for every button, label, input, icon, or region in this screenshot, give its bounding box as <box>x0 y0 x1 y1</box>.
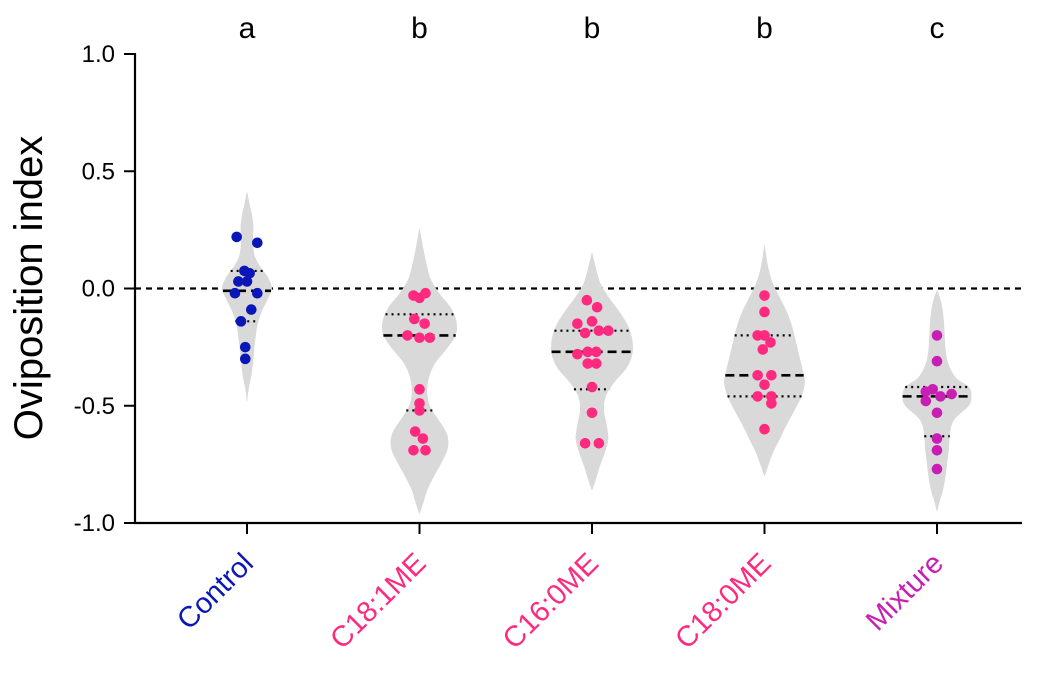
data-point-mixture-7 <box>946 388 957 400</box>
data-point-c16-0me-7 <box>603 325 614 337</box>
x-tick-label-mixture: Mixture <box>860 547 950 637</box>
data-point-c18-0me-1 <box>759 290 770 301</box>
data-point-c18-0me-2 <box>759 306 770 318</box>
data-point-c18-1me-9 <box>414 384 425 395</box>
x-tick-label-c18-0me: C18:0ME <box>669 547 777 655</box>
data-point-c18-0me-5 <box>765 337 776 348</box>
data-point-c16-0me-11 <box>582 358 593 369</box>
data-point-control-8 <box>252 287 263 299</box>
data-point-control-2 <box>252 237 263 249</box>
violin-c18-0me <box>724 244 805 477</box>
x-tick-label-c16-0me: C16:0ME <box>497 547 605 655</box>
data-point-c16-0me-4 <box>586 316 598 327</box>
significance-label-c18-1me: b <box>411 12 428 45</box>
data-point-mixture-8 <box>931 407 943 419</box>
data-point-control-11 <box>239 341 251 353</box>
violin-control <box>222 190 272 402</box>
data-points-layer <box>229 231 957 475</box>
data-point-control-4 <box>244 267 255 279</box>
data-point-mixture-10 <box>931 445 943 456</box>
y-tick-label-0-5: 0.5 <box>82 158 115 185</box>
data-point-mixture-4 <box>920 386 932 397</box>
data-point-mixture-11 <box>931 463 943 475</box>
data-point-c18-0me-6 <box>757 344 769 355</box>
data-point-mixture-9 <box>931 433 943 444</box>
data-point-c18-1me-15 <box>420 445 431 456</box>
data-point-c18-0me-12 <box>766 398 777 409</box>
data-point-mixture-5 <box>920 395 932 407</box>
data-point-c18-1me-6 <box>402 330 413 341</box>
data-point-c16-0me-15 <box>579 437 591 449</box>
significance-label-c16-0me: b <box>584 12 601 45</box>
x-tick-label-c18-1me: C18:1ME <box>324 547 432 655</box>
data-point-control-10 <box>235 316 247 327</box>
data-point-c16-0me-1 <box>581 294 593 306</box>
data-point-c18-1me-4 <box>409 313 420 325</box>
data-point-c16-0me-5 <box>579 327 591 339</box>
data-point-mixture-2 <box>931 355 943 367</box>
data-point-c16-0me-3 <box>572 318 583 329</box>
x-tick-label-control: Control <box>171 547 260 636</box>
y-axis-label: Oviposition index <box>7 136 51 441</box>
data-point-c16-0me-16 <box>593 437 605 449</box>
violin-c16-0me <box>550 252 634 491</box>
data-point-c18-1me-7 <box>424 332 436 344</box>
data-point-c16-0me-2 <box>591 301 603 313</box>
data-point-control-7 <box>229 287 241 299</box>
significance-label-mixture: c <box>930 12 945 45</box>
significance-label-control: a <box>239 12 256 45</box>
data-point-c16-0me-13 <box>586 381 598 393</box>
data-point-c18-0me-13 <box>759 423 770 435</box>
y-tick-label-neg1: -1.0 <box>74 510 115 537</box>
y-tick-label-neg0-5: -0.5 <box>74 393 115 420</box>
y-tick-label-0: 0.0 <box>82 276 115 303</box>
data-point-control-5 <box>233 276 244 287</box>
violins-layer <box>135 190 1022 514</box>
y-tick-label-1: 1.0 <box>82 41 115 68</box>
data-point-c18-1me-13 <box>417 433 429 444</box>
data-point-c18-0me-10 <box>752 391 763 402</box>
labels-layer: Control a C18:1ME b C16:0ME b C18:0ME b Mixture c… <box>74 12 950 655</box>
data-point-c18-1me-3 <box>414 292 425 304</box>
data-point-control-9 <box>246 304 257 315</box>
data-point-c18-0me-8 <box>766 369 777 381</box>
data-point-c18-1me-5 <box>419 318 430 329</box>
data-point-c18-1me-12 <box>409 426 421 437</box>
data-point-control-1 <box>231 231 242 243</box>
data-point-c18-1me-8 <box>414 332 425 344</box>
data-point-control-6 <box>241 276 253 287</box>
significance-label-c18-0me: b <box>756 12 773 45</box>
data-point-c18-0me-4 <box>759 330 770 341</box>
data-point-c16-0me-10 <box>591 346 602 358</box>
data-point-mixture-1 <box>931 330 943 341</box>
data-point-c18-1me-11 <box>414 405 425 416</box>
data-point-c16-0me-12 <box>591 358 602 369</box>
data-point-c18-1me-14 <box>408 445 419 456</box>
axes-layer <box>124 53 1022 534</box>
data-point-c16-0me-9 <box>582 346 593 358</box>
data-point-control-12 <box>239 353 251 365</box>
data-point-c18-0me-7 <box>752 369 763 381</box>
data-point-c16-0me-6 <box>593 325 605 337</box>
data-point-c16-0me-8 <box>572 348 583 360</box>
data-point-c16-0me-14 <box>586 407 598 419</box>
violin-c18-1me <box>381 228 458 514</box>
data-point-c18-0me-9 <box>759 379 770 390</box>
data-point-mixture-6 <box>935 391 946 402</box>
violin-mixture <box>902 289 972 512</box>
